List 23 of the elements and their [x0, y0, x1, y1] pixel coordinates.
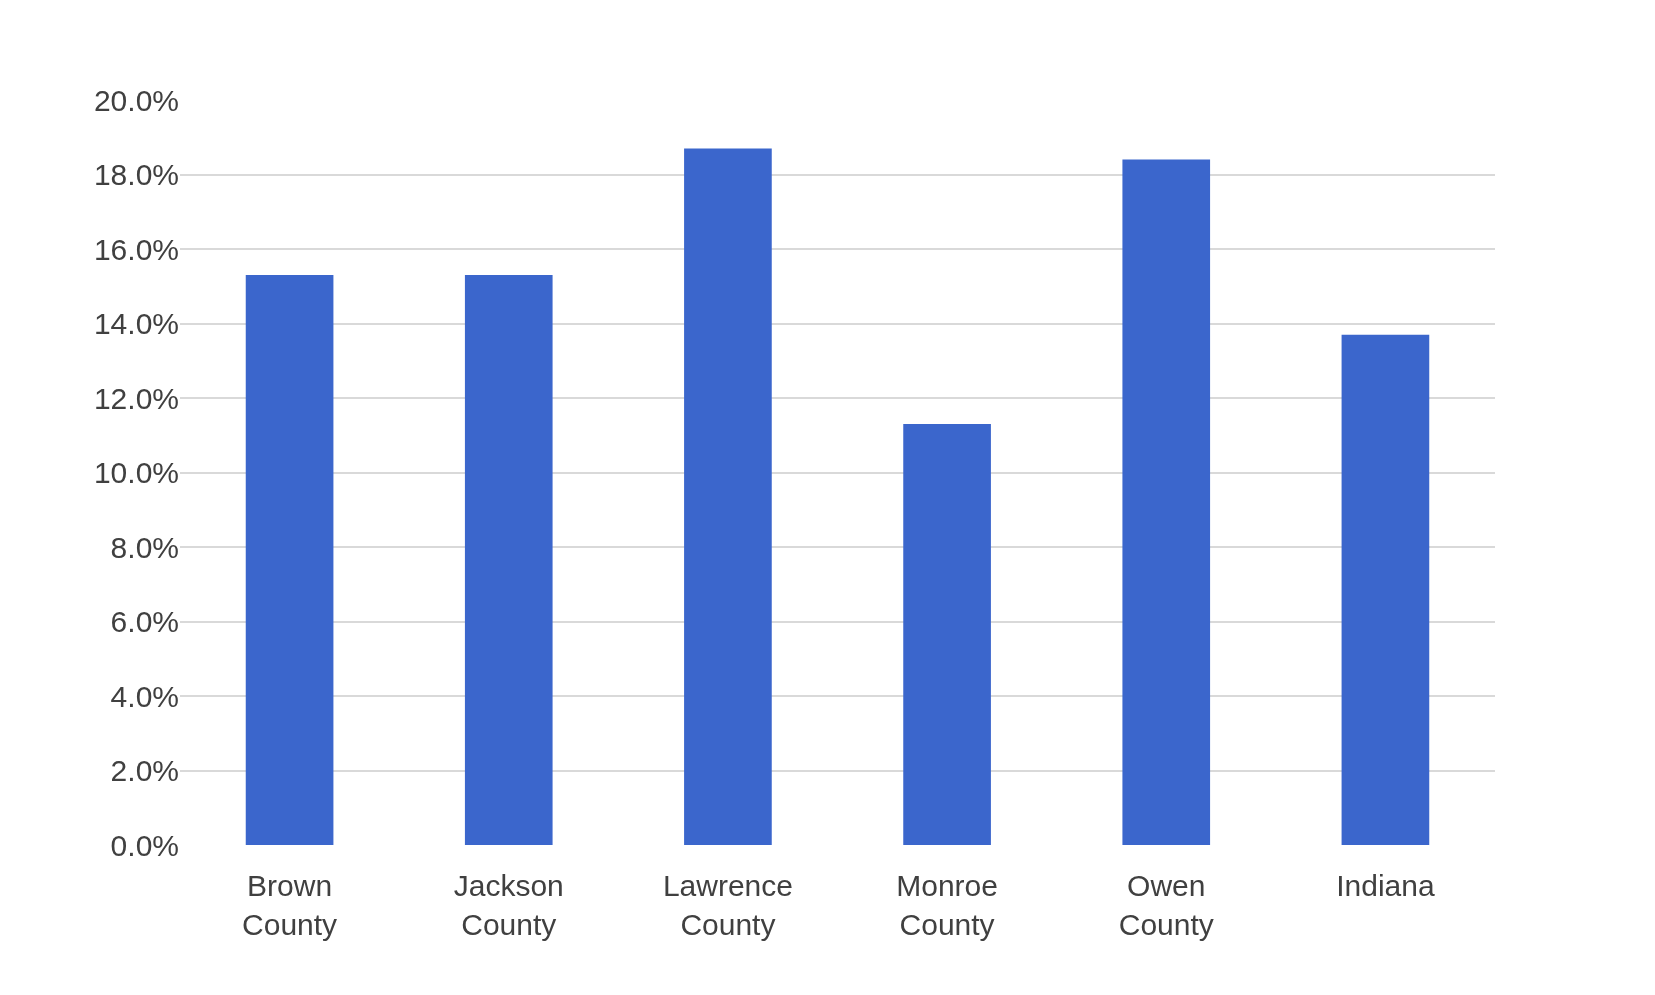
x-tick-label: Monroe County	[896, 869, 998, 941]
x-tick-label: Jackson County	[453, 869, 564, 941]
y-tick-label: 14.0%	[93, 307, 179, 340]
x-tick-label: Owen County	[1118, 869, 1214, 941]
bar	[684, 148, 772, 845]
y-tick-label: 16.0%	[93, 232, 179, 266]
y-tick-label: 10.0%	[93, 456, 179, 489]
bar	[903, 424, 991, 845]
y-tick-label: 2.0%	[110, 754, 179, 787]
x-tick-label: Brown County	[242, 869, 338, 941]
bar	[1122, 159, 1211, 845]
bar	[1341, 334, 1430, 845]
bar	[245, 275, 334, 845]
y-tick-label: 0.0%	[110, 828, 179, 862]
y-tick-label: 8.0%	[110, 530, 179, 564]
y-tick-label: 6.0%	[110, 605, 179, 638]
y-tick-label: 4.0%	[110, 679, 179, 713]
y-tick-label: 18.0%	[93, 158, 179, 191]
x-tick-label: Lawrence County	[662, 869, 793, 941]
y-tick-label: 20.0%	[93, 83, 179, 117]
x-tick-label: Indiana	[1336, 869, 1435, 902]
y-tick-label: 12.0%	[93, 381, 179, 415]
bar	[464, 275, 553, 845]
